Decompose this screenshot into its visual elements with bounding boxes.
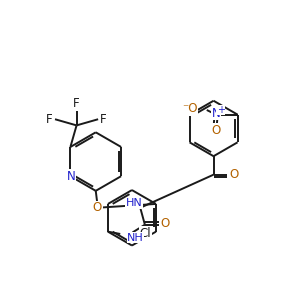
Text: F: F	[46, 113, 53, 126]
Text: NH: NH	[127, 233, 144, 243]
Text: ⁻O: ⁻O	[182, 102, 198, 115]
Text: F: F	[100, 113, 107, 126]
Text: Cl: Cl	[139, 227, 151, 240]
Text: F: F	[73, 97, 80, 110]
Text: +: +	[217, 105, 225, 115]
Text: N: N	[212, 107, 221, 119]
Text: N: N	[67, 170, 76, 183]
Text: HN: HN	[126, 198, 142, 208]
Text: O: O	[93, 201, 102, 214]
Text: O: O	[160, 217, 170, 231]
Text: O: O	[211, 123, 221, 137]
Text: O: O	[229, 168, 238, 181]
